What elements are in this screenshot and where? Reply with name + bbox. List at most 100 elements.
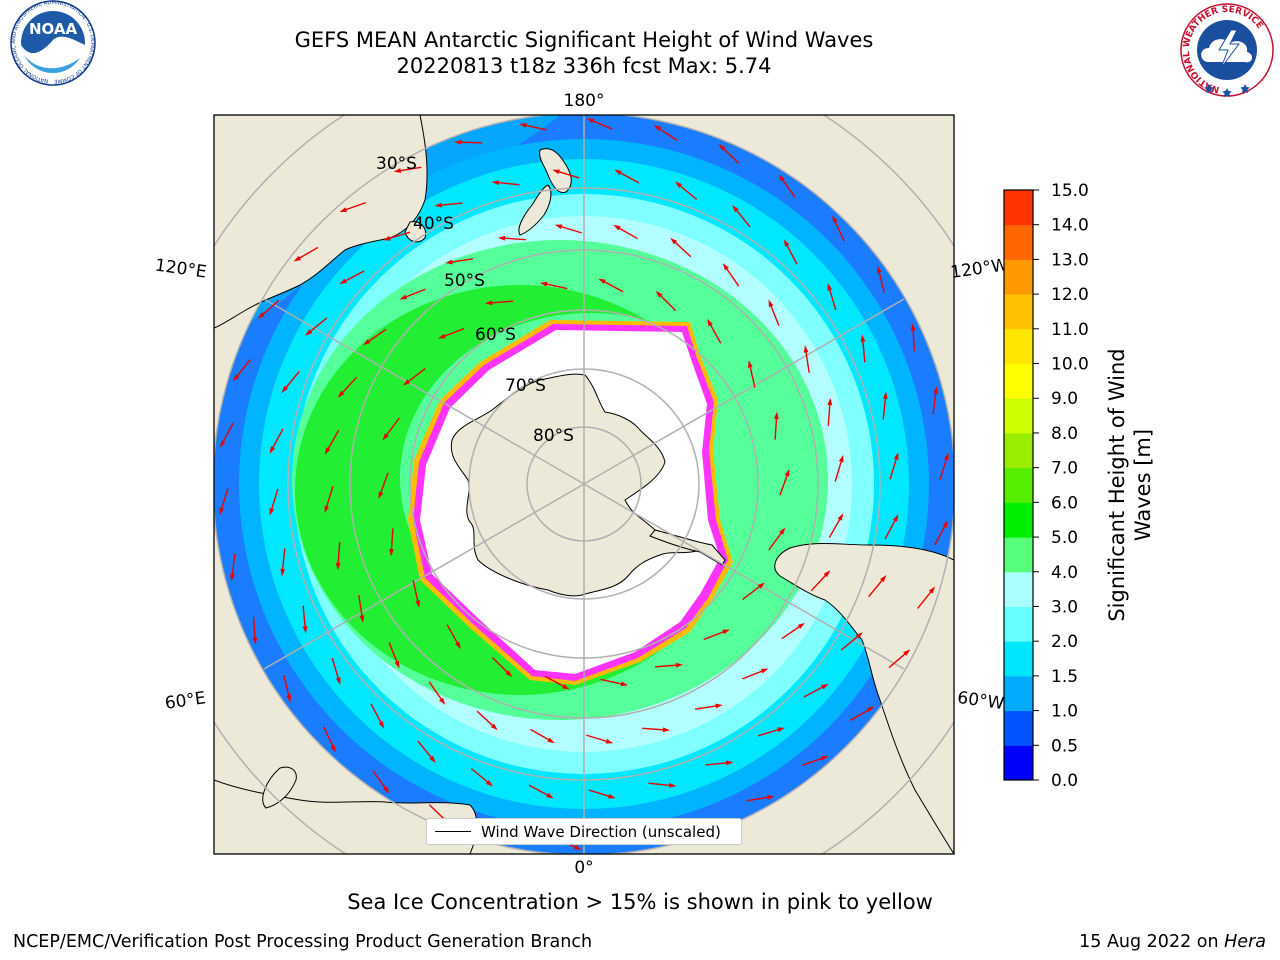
wave-direction-arrowhead	[519, 123, 527, 128]
wave-direction-arrowhead	[229, 574, 235, 582]
wave-direction-arrowhead	[335, 562, 341, 571]
wave-direction-arrow	[586, 734, 610, 743]
wave-direction-arrowhead	[837, 513, 844, 521]
footer-date: 15 Aug 2022 on Hera	[1079, 932, 1266, 952]
colorbar-segment	[1004, 328, 1033, 365]
wave-direction-arrow	[932, 390, 937, 415]
wave-direction-arrow	[326, 430, 340, 452]
wave-direction-arrow	[270, 428, 284, 451]
wave-direction-arrowhead	[774, 411, 779, 420]
wave-direction-arrowhead	[389, 548, 394, 557]
wave-direction-arrow	[555, 170, 580, 179]
wave-direction-arrow	[768, 530, 784, 551]
colorbar-segment	[1004, 571, 1033, 607]
antarctica-land	[450, 373, 707, 597]
noaa-logo: NATIONAL OCEANIC AND ATMOSPHERIC ADMINIS…	[2, 0, 96, 86]
wave-direction-arrowhead	[827, 283, 833, 291]
sea-ice-caption: Sea Ice Concentration > 15% is shown in …	[347, 890, 933, 914]
wave-direction-arrowhead	[552, 169, 560, 175]
wave-direction-arrowhead	[598, 278, 606, 284]
wave-direction-arrowhead	[777, 727, 785, 733]
wave-direction-arrow	[703, 630, 727, 641]
wave-direction-arrow	[677, 183, 698, 200]
wave-direction-arrowhead	[876, 265, 882, 274]
wave-direction-arrow	[742, 669, 766, 680]
wave-direction-arrowhead	[942, 520, 948, 528]
wave-direction-arrow	[386, 231, 411, 240]
wave-direction-arrow	[323, 726, 335, 750]
wave-direction-arrow	[882, 395, 887, 420]
wave-direction-arrow	[405, 368, 426, 384]
wave-direction-arrowhead	[490, 723, 498, 731]
wave-direction-arrow	[458, 141, 483, 144]
nws-logo: NATIONAL WEATHER SERVICE	[1180, 3, 1274, 98]
wave-direction-arrow	[748, 364, 756, 388]
wave-direction-arrowhead	[429, 755, 436, 763]
wave-direction-arrow	[523, 124, 547, 131]
wave-direction-arrowhead	[732, 205, 739, 213]
wave-direction-arrow	[672, 239, 692, 258]
wave-direction-arrowhead	[675, 181, 683, 188]
wave-direction-arrow	[402, 288, 426, 299]
colorbar-segment	[1004, 537, 1033, 573]
lat-label-40s: 40°S	[413, 214, 454, 234]
wave-direction-arrowhead	[302, 626, 308, 634]
wave-direction-arrowhead	[280, 568, 286, 577]
wave-direction-arrowhead	[293, 255, 302, 262]
colorbar-segment	[1004, 259, 1033, 295]
wave-direction-arrow	[379, 472, 389, 496]
wave-direction-arrowhead	[554, 224, 563, 230]
wave-direction-arrow	[810, 572, 829, 592]
footer-date-text: 15 Aug 2022 on	[1079, 932, 1225, 952]
colorbar-segment	[1004, 675, 1033, 712]
wave-direction-arrow	[642, 727, 667, 731]
wave-direction-arrowhead	[832, 215, 838, 223]
wave-direction-arrowhead	[491, 180, 500, 186]
wave-direction-arrow	[307, 317, 328, 334]
wave-direction-arrowhead	[653, 124, 662, 131]
wave-direction-arrow	[252, 616, 256, 641]
wave-direction-arrow	[877, 269, 885, 293]
wave-direction-arrow	[656, 126, 678, 141]
wave-direction-arrow	[616, 226, 638, 240]
colorbar-segment	[1004, 190, 1033, 226]
wave-direction-arrow	[779, 472, 789, 496]
noaa-logo-text: NOAA	[29, 20, 78, 38]
wave-direction-arrow	[397, 166, 422, 172]
colorbar-tick-label: 5.0	[1051, 528, 1078, 548]
colorbar-segment	[1004, 398, 1033, 434]
wave-direction-arrowhead	[539, 281, 548, 287]
wave-direction-arrowhead	[880, 575, 887, 583]
wave-direction-arrowhead	[454, 139, 462, 145]
colorbar-segment	[1004, 606, 1033, 642]
wave-direction-arrow	[558, 225, 582, 234]
wave-direction-arrowhead	[707, 318, 713, 327]
wave-direction-arrowhead	[485, 780, 493, 787]
wave-direction-arrowhead	[324, 505, 330, 514]
wave-direction-arrow	[888, 651, 908, 669]
wave-direction-arrow	[390, 528, 394, 553]
wave-direction-arrow	[528, 784, 551, 798]
wave-direction-arrow	[827, 401, 831, 426]
wave-direction-arrow	[470, 768, 491, 785]
wave-direction-arrow	[342, 201, 367, 212]
wave-direction-arrow	[296, 246, 319, 261]
wave-direction-arrowhead	[305, 329, 313, 336]
footer-machine: Hera	[1224, 932, 1266, 952]
wave-direction-arrow	[342, 270, 365, 283]
wave-direction-arrow	[501, 237, 526, 241]
wave-direction-arrow	[746, 796, 771, 802]
wave-direction-arrowhead	[415, 600, 421, 608]
wave-direction-arrow	[589, 119, 613, 130]
wave-direction-arrow	[543, 282, 568, 290]
wave-direction-arrow	[339, 376, 358, 396]
chart-subtitle: 20220813 t18z 336h fcst Max: 5.74	[396, 54, 772, 78]
wave-direction-arrowhead	[339, 207, 348, 212]
wave-direction-arrow	[803, 685, 826, 698]
wave-direction-arrowhead	[757, 582, 765, 589]
wave-direction-arrow	[780, 177, 796, 198]
wave-direction-arrowhead	[439, 697, 446, 705]
wave-direction-arrowhead	[838, 454, 844, 463]
wave-direction-arrowhead	[337, 390, 345, 398]
wave-direction-arrowhead	[803, 345, 809, 353]
